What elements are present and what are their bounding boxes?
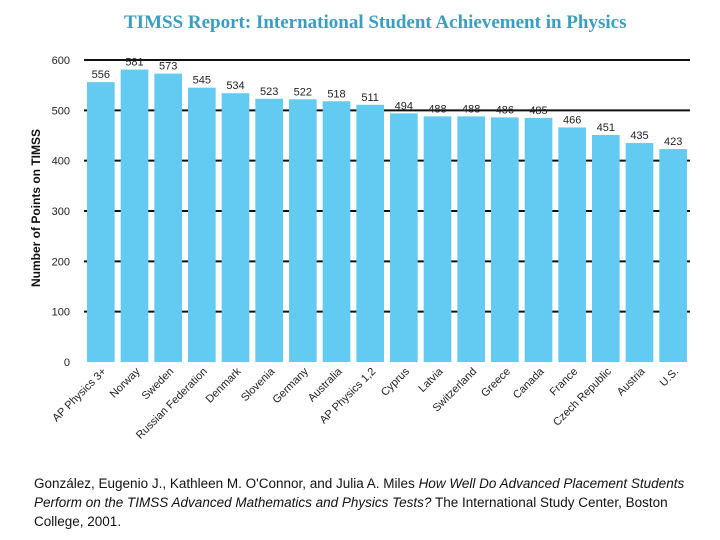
- bar: [289, 99, 317, 362]
- data-label: 451: [597, 122, 615, 134]
- bar: [221, 93, 250, 362]
- value-labels: 556 581 573 545 534 523 522 518 511 494 488 488 486 4…: [92, 57, 683, 149]
- bar: [356, 104, 384, 363]
- data-label: 573: [159, 61, 177, 73]
- bar: [457, 116, 485, 362]
- data-label: 466: [563, 114, 581, 126]
- data-label: 522: [294, 86, 312, 98]
- x-tick-label: Germany: [270, 365, 311, 406]
- x-tick-label: Czech Republic: [551, 365, 614, 428]
- data-label: 511: [361, 92, 379, 104]
- y-axis-ticks: 0 100 200 300 400 500 600: [52, 55, 70, 369]
- x-tick-label: Cyprus: [379, 365, 412, 398]
- bars: [87, 69, 687, 363]
- data-label: 581: [125, 57, 143, 69]
- x-tick-label: Canada: [511, 365, 547, 401]
- citation-authors: González, Eugenio J., Kathleen M. O'Conn…: [34, 476, 415, 491]
- data-label: 545: [193, 75, 211, 87]
- bar: [87, 82, 115, 362]
- bar: [524, 117, 553, 362]
- y-tick-label: 0: [64, 357, 70, 369]
- x-tick-label: Latvia: [416, 365, 446, 395]
- bar: [322, 101, 351, 363]
- data-label: 518: [327, 88, 345, 100]
- bar: [255, 98, 283, 363]
- data-label: 488: [462, 103, 480, 115]
- bar: [625, 143, 654, 362]
- y-tick-label: 100: [52, 307, 70, 319]
- x-tick-label: France: [548, 366, 581, 399]
- data-label: 486: [496, 104, 514, 116]
- y-tick-label: 200: [52, 256, 70, 268]
- data-label: 423: [664, 136, 682, 148]
- x-tick-label: Greece: [479, 366, 513, 400]
- bar: [659, 149, 687, 362]
- bar: [592, 134, 620, 362]
- bar-chart: 0 100 200 300 400 500 600 556 581 573 545 534 523 52…: [29, 55, 690, 442]
- data-label: 556: [92, 69, 110, 81]
- y-tick-label: 500: [52, 105, 70, 117]
- bar: [558, 127, 586, 363]
- bar: [154, 73, 182, 362]
- data-label: 494: [395, 100, 413, 112]
- gridlines: [84, 59, 690, 313]
- y-tick-label: 600: [52, 55, 70, 67]
- citation-title: How Well Do Advanced Placement Students …: [34, 476, 685, 510]
- bar: [491, 117, 519, 362]
- bar: [423, 116, 452, 362]
- chart-title: TIMSS Report: International Student Achi…: [124, 12, 627, 33]
- bar: [120, 69, 149, 363]
- source-citation: González, Eugenio J., Kathleen M. O'Conn…: [34, 474, 704, 531]
- data-label: 523: [260, 86, 278, 98]
- x-tick-label: Denmark: [204, 365, 244, 405]
- x-tick-label: U.S.: [658, 366, 682, 390]
- x-tick-label: Norway: [108, 365, 143, 400]
- data-label: 485: [529, 105, 547, 117]
- y-tick-label: 400: [52, 156, 70, 168]
- citation-publisher: The International Study Center, Boston C…: [34, 495, 668, 529]
- bar: [390, 113, 418, 362]
- bar: [188, 87, 216, 362]
- y-axis-title: Number of Points on TIMSS: [29, 129, 43, 287]
- data-label: 534: [226, 80, 244, 92]
- y-tick-label: 300: [52, 206, 70, 218]
- x-tick-label: AP Physics 3+: [50, 366, 109, 425]
- data-label: 435: [630, 130, 648, 142]
- data-label: 488: [428, 103, 446, 115]
- x-tick-label: Austria: [615, 365, 648, 398]
